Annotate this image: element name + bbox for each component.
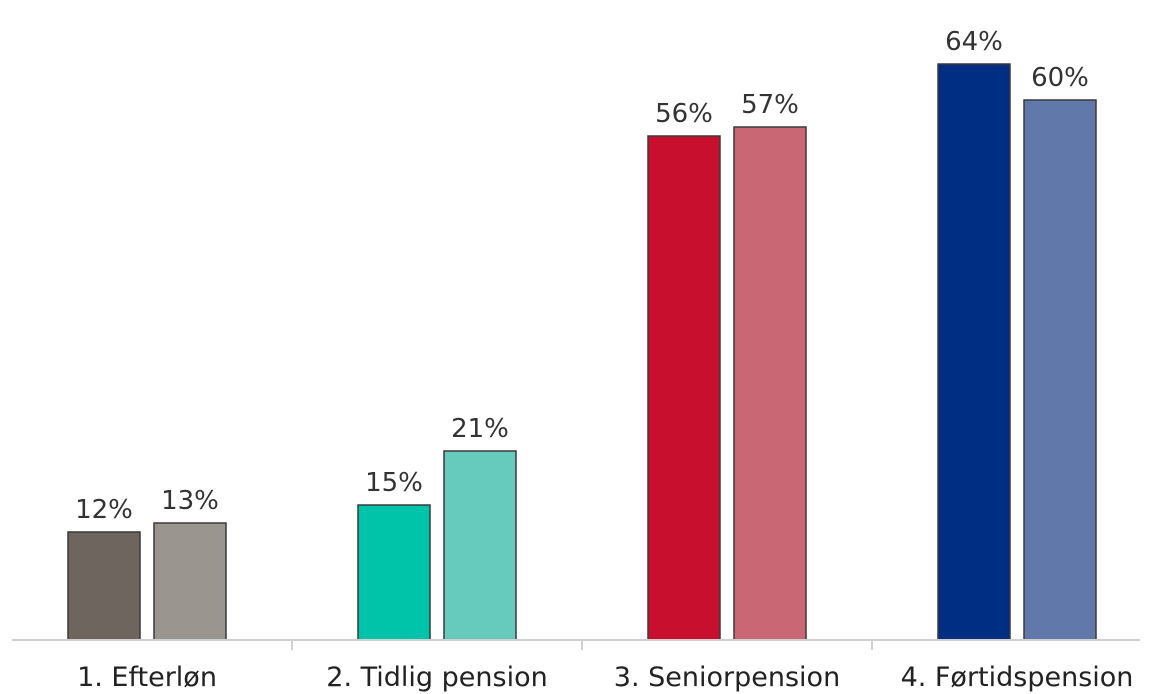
bar-2-series-2 — [443, 450, 517, 641]
bar-1-series-1 — [67, 531, 141, 641]
bar-3-series-1 — [647, 135, 721, 641]
data-label-3-series-1: 56% — [655, 99, 713, 129]
bar-1-series-2 — [153, 522, 227, 641]
bar-4-series-2 — [1023, 99, 1097, 641]
data-label-3-series-2: 57% — [741, 90, 799, 120]
data-label-2-series-2: 21% — [451, 414, 509, 444]
data-label-1-series-1: 12% — [75, 495, 133, 525]
category-label-1: 1. Efterløn — [77, 662, 217, 693]
data-label-1-series-2: 13% — [161, 486, 219, 516]
data-label-4-series-2: 60% — [1031, 63, 1089, 93]
value-labels-group: 12% 13% 15% 21% 56% 57% 64% 60% — [75, 27, 1089, 525]
bar-2-series-1 — [357, 504, 431, 641]
bars-group — [67, 63, 1097, 641]
category-label-2: 2. Tidlig pension — [326, 662, 547, 693]
category-label-3: 3. Seniorpension — [614, 662, 840, 693]
x-axis-ticks — [291, 640, 873, 650]
bar-3-series-2 — [733, 126, 807, 641]
data-label-4-series-1: 64% — [945, 27, 1003, 57]
bar-4-series-1 — [937, 63, 1011, 641]
category-label-4: 4. Førtidspension — [901, 662, 1134, 693]
x-axis-tick-labels: 1. Efterløn 2. Tidlig pension 3. Seniorpen… — [77, 662, 1133, 693]
data-label-2-series-1: 15% — [365, 468, 423, 498]
